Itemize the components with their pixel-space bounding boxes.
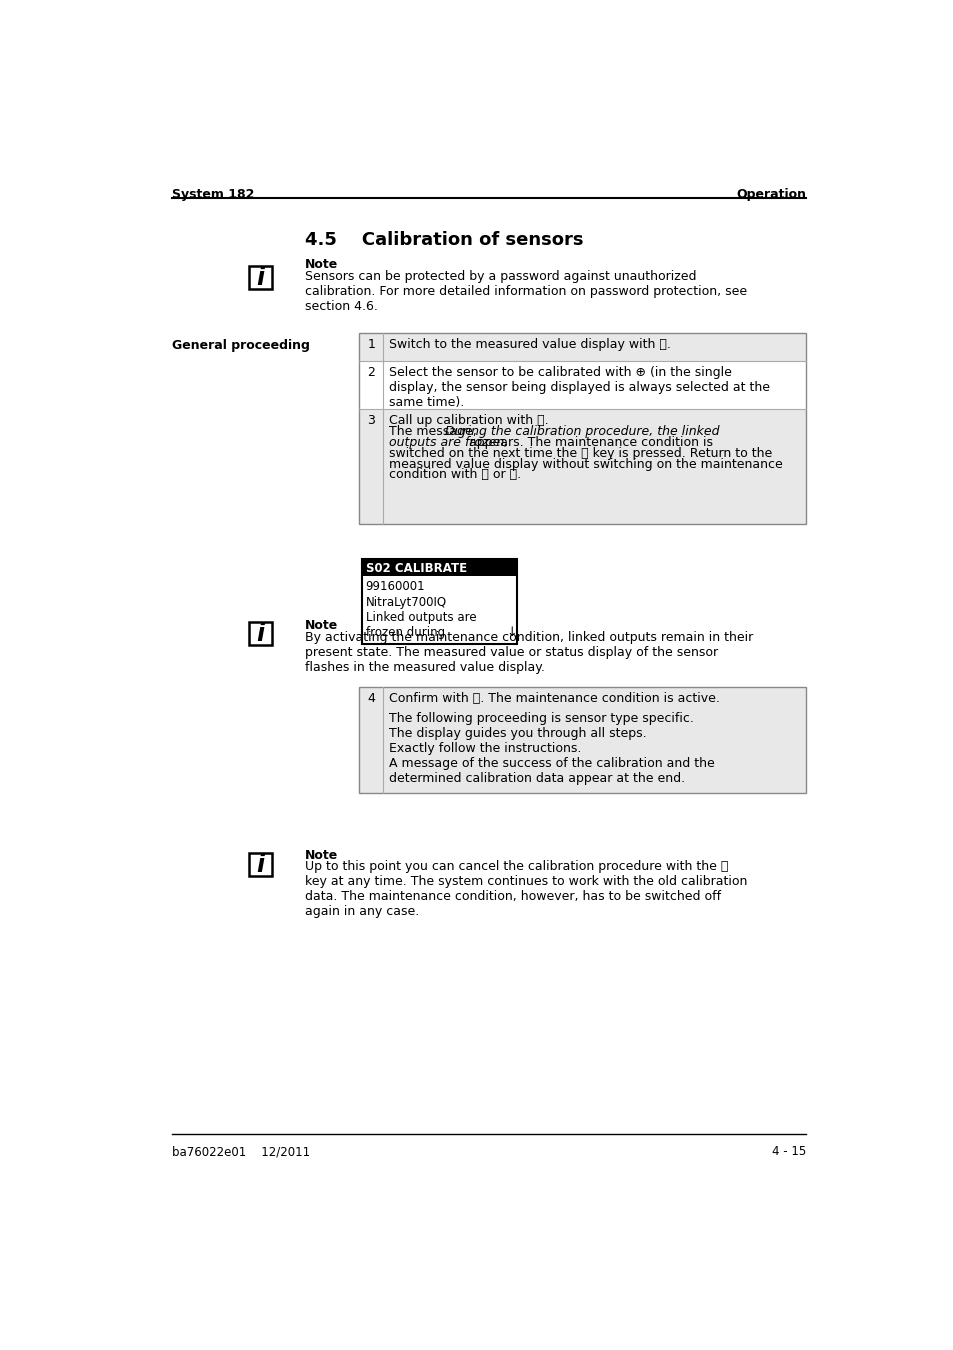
- Text: Note: Note: [305, 849, 338, 861]
- Text: The message,: The message,: [389, 425, 480, 439]
- FancyBboxPatch shape: [249, 622, 272, 645]
- Text: 99160001: 99160001: [365, 580, 425, 593]
- FancyBboxPatch shape: [359, 362, 805, 409]
- Text: Call up calibration with Ⓒ.: Call up calibration with Ⓒ.: [389, 414, 548, 427]
- Text: 4 - 15: 4 - 15: [771, 1145, 805, 1158]
- FancyBboxPatch shape: [249, 853, 272, 876]
- Text: General proceeding: General proceeding: [172, 339, 310, 352]
- Text: Linked outputs are: Linked outputs are: [365, 612, 476, 624]
- Text: measured value display without switching on the maintenance: measured value display without switching…: [389, 458, 781, 471]
- FancyBboxPatch shape: [359, 409, 805, 524]
- Text: i: i: [256, 266, 264, 290]
- Text: Up to this point you can cancel the calibration procedure with the Ⓕ
key at any : Up to this point you can cancel the cali…: [305, 860, 747, 918]
- Text: outputs are frozen,: outputs are frozen,: [389, 436, 508, 450]
- Text: 2: 2: [367, 366, 375, 379]
- Text: frozen during: frozen during: [365, 626, 444, 640]
- Text: Select the sensor to be calibrated with ⊕ (in the single
display, the sensor bei: Select the sensor to be calibrated with …: [389, 366, 769, 409]
- Text: Switch to the measured value display with ⓜ.: Switch to the measured value display wit…: [389, 338, 670, 351]
- Text: 4: 4: [367, 691, 375, 705]
- FancyBboxPatch shape: [249, 266, 272, 289]
- Text: The following proceeding is sensor type specific.
The display guides you through: The following proceeding is sensor type …: [389, 711, 714, 784]
- Text: System 182: System 182: [172, 188, 254, 201]
- Text: Sensors can be protected by a password against unauthorized
calibration. For mor: Sensors can be protected by a password a…: [305, 270, 746, 313]
- Text: Note: Note: [305, 258, 338, 271]
- FancyBboxPatch shape: [361, 559, 517, 644]
- Text: Confirm with ⒪. The maintenance condition is active.: Confirm with ⒪. The maintenance conditio…: [389, 691, 720, 705]
- Text: i: i: [256, 853, 264, 878]
- Text: Operation: Operation: [735, 188, 805, 201]
- Text: i: i: [256, 622, 264, 647]
- Text: 1: 1: [367, 338, 375, 351]
- Text: condition with ⓜ or Ⓕ.: condition with ⓜ or Ⓕ.: [389, 468, 520, 482]
- Text: NitraLyt700IQ: NitraLyt700IQ: [365, 595, 446, 609]
- Text: 4.5    Calibration of sensors: 4.5 Calibration of sensors: [305, 231, 583, 250]
- Text: Note: Note: [305, 620, 338, 632]
- Text: appears. The maintenance condition is: appears. The maintenance condition is: [464, 436, 712, 450]
- Text: ba76022e01    12/2011: ba76022e01 12/2011: [172, 1145, 310, 1158]
- Text: During the calibration procedure, the linked: During the calibration procedure, the li…: [444, 425, 719, 439]
- Text: 3: 3: [367, 414, 375, 427]
- Text: By activating the maintenance condition, linked outputs remain in their
present : By activating the maintenance condition,…: [305, 630, 753, 674]
- Text: switched on the next time the ⒪ key is pressed. Return to the: switched on the next time the ⒪ key is p…: [389, 447, 771, 460]
- FancyBboxPatch shape: [359, 333, 805, 360]
- FancyBboxPatch shape: [361, 559, 517, 576]
- FancyBboxPatch shape: [359, 687, 805, 794]
- Text: S02 CALIBRATE: S02 CALIBRATE: [365, 563, 466, 575]
- Text: ↓: ↓: [505, 626, 516, 640]
